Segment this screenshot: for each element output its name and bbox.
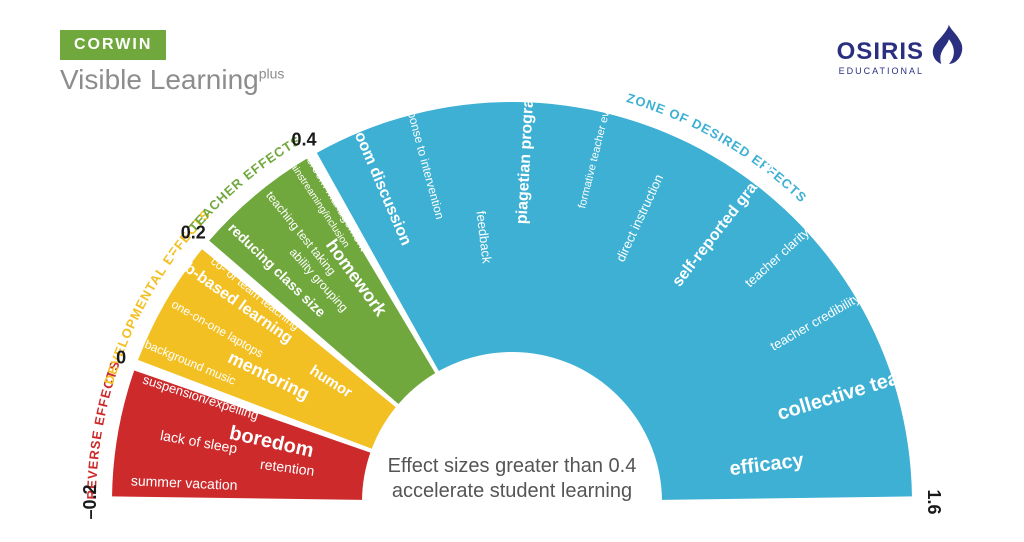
center-caption: Effect sizes greater than 0.4 accelerate… bbox=[382, 454, 642, 504]
tick-label: 0 bbox=[116, 348, 126, 368]
tick-label: 0.4 bbox=[291, 130, 316, 150]
gauge-svg: REVERSE EFFECTSsuspension/expellingbored… bbox=[60, 62, 964, 522]
osiris-icon bbox=[928, 22, 966, 66]
tick-label: 1.6 bbox=[924, 489, 944, 514]
corwin-badge: CORWIN bbox=[60, 30, 166, 60]
effect-size-gauge: REVERSE EFFECTSsuspension/expellingbored… bbox=[60, 62, 964, 522]
tick-label: 0.2 bbox=[181, 223, 206, 243]
gauge-section bbox=[317, 102, 912, 500]
tick-label: –0.2 bbox=[80, 484, 100, 519]
